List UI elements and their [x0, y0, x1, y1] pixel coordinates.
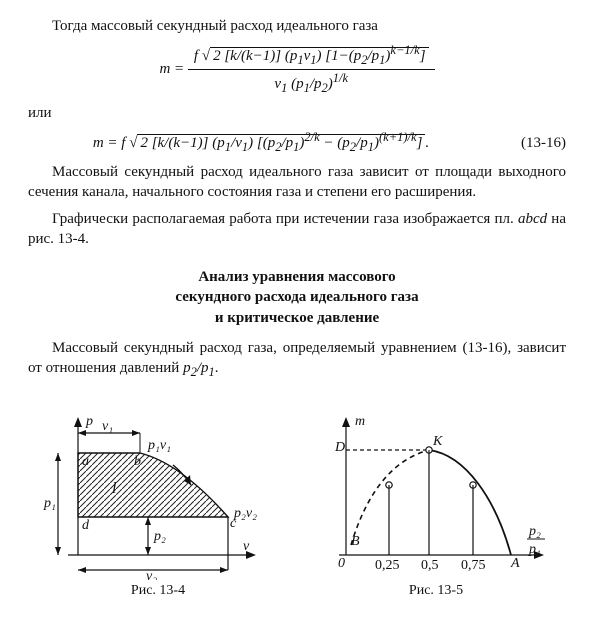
label-D: D [334, 440, 345, 455]
heading-l2: секундного расхода идеального газа [175, 289, 418, 305]
p4c: . [215, 360, 219, 376]
label-p-axis: p [85, 414, 93, 429]
label-p1v1: p₁v₁ [147, 438, 171, 453]
p3b: abcd [518, 211, 547, 227]
label-p2v2: p₂v₂ [233, 506, 257, 521]
label-A: A [510, 556, 520, 571]
tick-05: 0,5 [421, 558, 439, 573]
paragraph-ratio: Массовый секундный расход газа, определя… [28, 338, 566, 381]
tick-025: 0,25 [375, 558, 400, 573]
label-O: 0 [338, 556, 345, 571]
paragraph-graphic: Графически располагаемая работа при исте… [28, 209, 566, 250]
tick-075: 0,75 [461, 558, 486, 573]
p3a: Графически располагаемая работа при исте… [52, 211, 518, 227]
label-p1: p₁ [43, 496, 56, 511]
equation-1: m = f √2 [k/(k−1)] (p1v1) [1−(p2/p1)k−1/… [28, 42, 566, 97]
label-v-axis: v [243, 539, 250, 554]
figure-13-5-caption: Рис. 13-5 [306, 582, 566, 601]
label-B: B [351, 534, 360, 549]
label-p2: p₂ [153, 529, 166, 544]
p4b: p2/p1 [183, 360, 215, 376]
paragraph-intro: Тогда массовый секундный расход идеально… [28, 16, 566, 36]
figure-13-4-caption: Рис. 13-4 [28, 582, 288, 601]
heading-l1: Анализ уравнения массового [198, 269, 395, 285]
label-m-axis: m [355, 414, 365, 429]
p4a: Массовый секундный расход газа, определя… [28, 340, 566, 376]
label-l: l [112, 480, 117, 497]
label-a: a [82, 454, 89, 469]
label-p2p1-num: p₂ [528, 524, 541, 539]
label-p2p1-den: p₁ [528, 542, 541, 557]
label-d: d [82, 518, 90, 533]
label-b: b [134, 454, 141, 469]
equation-2-number: (13-16) [494, 133, 566, 153]
figure-13-4: p v v₁ v₂ p₁ p₂ a b c d l p₁v₁ p₂v₂ Рис.… [28, 405, 288, 601]
paragraph-depends: Массовый секундный расход идеального газ… [28, 162, 566, 203]
section-heading: Анализ уравнения массового секундного ра… [28, 267, 566, 328]
eq1-fraction: f √2 [k/(k−1)] (p1v1) [1−(p2/p1)k−1/k] v… [188, 42, 435, 97]
word-or: или [28, 103, 566, 123]
label-v2: v₂ [146, 569, 157, 580]
heading-l3: и критическое давление [215, 310, 379, 326]
equation-2: m = f √2 [k/(k−1)] (p1/v1) [(p2/p1)2/k −… [28, 129, 566, 156]
label-K: K [432, 434, 443, 449]
label-v1: v₁ [102, 419, 113, 434]
figure-13-5: m 0 A B D K 0,25 0,5 0,75 p₂ p₁ Рис. 13-… [306, 405, 566, 601]
eq1-lhs: m = [159, 61, 187, 77]
